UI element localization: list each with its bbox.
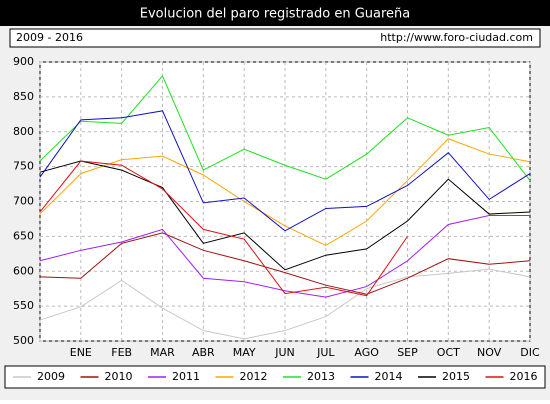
x-tick-label: NOV	[477, 346, 502, 359]
y-tick-label: 500	[13, 334, 34, 347]
legend-label: 2011	[172, 370, 200, 383]
y-tick-label: 750	[13, 160, 34, 173]
legend-label: 2014	[375, 370, 403, 383]
legend-label: 2012	[240, 370, 268, 383]
x-tick-label: ABR	[192, 346, 215, 359]
legend-label: 2013	[307, 370, 335, 383]
series-line	[39, 75, 531, 181]
series-line	[39, 138, 531, 247]
subtitle: 2009 - 2016	[16, 31, 83, 44]
x-tick-label: SEP	[397, 346, 418, 359]
y-tick-label: 800	[13, 125, 34, 138]
legend-label: 2009	[37, 370, 65, 383]
legend-label: 2016	[510, 370, 538, 383]
x-tick-label: OCT	[437, 346, 460, 359]
series-line	[39, 160, 531, 271]
y-tick-label: 650	[13, 229, 34, 242]
x-tick-label: JUL	[316, 346, 335, 359]
series-line	[39, 232, 531, 295]
series-line	[39, 214, 530, 298]
y-tick-label: 900	[13, 55, 34, 68]
series-line	[39, 268, 531, 340]
x-tick-label: MAY	[233, 346, 256, 359]
chart-title: Evolucion del paro registrado en Guareña	[140, 7, 411, 22]
x-tick-label: DIC	[520, 346, 540, 359]
x-tick-label: JUN	[274, 346, 295, 359]
series-line	[39, 110, 531, 232]
source: http://www.foro-ciudad.com	[380, 31, 533, 44]
y-tick-label: 700	[13, 195, 34, 208]
x-tick-label: MAR	[150, 346, 175, 359]
x-tick-label: FEB	[111, 346, 132, 359]
title-bar	[0, 0, 550, 26]
x-tick-label: ENE	[70, 346, 92, 359]
series-line	[39, 160, 408, 297]
y-tick-label: 850	[13, 90, 34, 103]
x-tick-label: AGO	[354, 346, 379, 359]
legend-box	[4, 365, 546, 389]
legend-label: 2010	[105, 370, 133, 383]
subtitle-box	[9, 28, 541, 48]
y-tick-label: 600	[13, 264, 34, 277]
y-tick-label: 550	[13, 299, 34, 312]
legend-label: 2015	[442, 370, 470, 383]
